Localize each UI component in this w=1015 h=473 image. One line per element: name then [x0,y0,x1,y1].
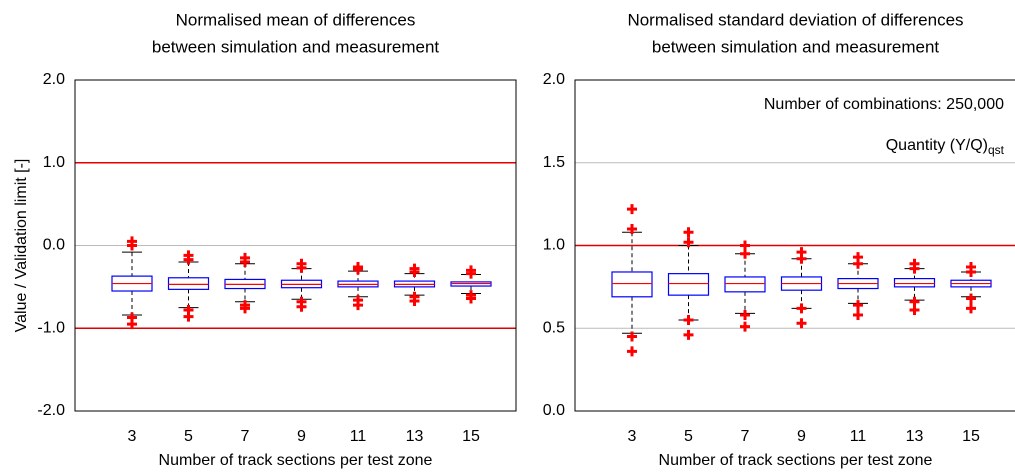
annotation: Number of combinations: 250,000 [764,96,1004,113]
box [611,271,653,298]
outlier [240,303,250,314]
y-tick-label: 2.0 [543,71,565,88]
outlier [683,237,694,248]
x-tick-label: 9 [297,428,306,445]
box [667,273,710,296]
x-tick-label: 11 [850,428,867,445]
box [724,276,766,293]
y-tick-label: 1.5 [543,154,565,171]
y-axis-label: Value / Validation limit [-] [13,159,30,333]
x-tick-label: 7 [741,428,750,445]
plot-frame [74,79,517,412]
y-tick-label: 0.0 [43,237,65,254]
chart-title: Normalised mean of differences [176,10,416,29]
y-tick-label: 2.0 [43,71,65,88]
x-axis-label: Number of track sections per test zone [159,452,433,469]
outlier [353,264,363,275]
outlier [909,296,920,307]
outlier [966,262,976,273]
outlier [127,236,137,247]
outlier [627,346,637,357]
annotation: Quantity (Y/Q)qst [886,137,1005,157]
outlier [627,223,637,234]
outlier [627,204,637,215]
x-tick-label: 3 [628,428,637,445]
outlier [183,254,194,265]
outlier [183,311,194,322]
y-tick-label: 0.0 [543,402,565,419]
outlier [740,310,750,321]
outlier [796,247,807,258]
outlier [853,252,863,263]
x-tick-label: 7 [241,428,250,445]
chart-title: between simulation and measurement [652,37,940,56]
x-tick-label: 5 [684,428,693,445]
outlier [409,295,420,306]
outlier [966,293,976,304]
outlier [909,258,920,269]
outlier [353,300,363,311]
annotation-text: Quantity (Y/Q) [886,137,988,154]
outlier [683,314,694,325]
outlier [683,227,694,238]
x-tick-label: 15 [462,428,480,445]
x-tick-label: 13 [406,428,424,445]
outlier [127,319,137,330]
outlier [853,300,863,311]
x-tick-label: 13 [906,428,924,445]
outlier [740,240,750,251]
outlier [409,266,420,277]
x-tick-label: 5 [184,428,193,445]
y-tick-label: 1.0 [543,237,565,254]
outlier [627,331,637,342]
outlier [296,301,307,312]
outlier [466,293,476,304]
outlier [966,303,976,314]
x-axis-label: Number of track sections per test zone [659,452,933,469]
chart-title: between simulation and measurement [152,37,440,56]
x-tick-label: 11 [350,428,367,445]
x-tick-label: 15 [962,428,980,445]
outlier [466,268,476,279]
y-tick-label: 0.5 [543,319,565,336]
outlier [796,303,807,314]
y-tick-label: 1.0 [43,154,65,171]
box [167,277,210,290]
x-tick-label: 9 [797,428,806,445]
outlier [853,310,863,321]
annotation-subscript: qst [988,143,1005,157]
outlier [683,329,694,340]
plot-frame [574,79,1015,412]
annotation-text: Number of combinations: 250,000 [764,96,1004,113]
y-tick-label: -2.0 [37,402,65,419]
outlier [740,321,750,332]
chart-title: Normalised standard deviation of differe… [627,10,963,29]
box [893,278,936,288]
outlier [296,262,307,273]
x-tick-label: 3 [128,428,137,445]
outlier [796,318,807,329]
outlier [240,257,250,268]
y-tick-label: -1.0 [37,319,65,336]
